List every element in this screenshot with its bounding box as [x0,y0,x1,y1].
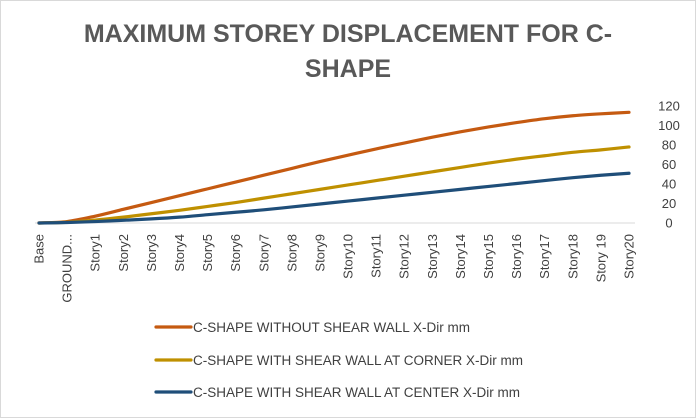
x-tick-label: GROUND... [60,234,75,303]
x-tick-label: Story6 [228,234,243,272]
x-tick-label: Story1 [88,234,103,272]
x-tick-label: Story13 [425,234,440,279]
legend: C-SHAPE WITHOUT SHEAR WALL X-Dir mm C-SHA… [154,320,523,400]
y-tick-label: 80 [662,138,676,153]
axes: 0 20 40 60 80 100 120 Base GROUND... Story1 Story2… [32,99,680,303]
x-tick-label: Story18 [565,234,580,279]
legend-label-1: C-SHAPE WITH SHEAR WALL AT CORNER X-Dir … [193,353,523,368]
x-tick-label: Base [32,234,47,264]
series-line-1 [37,145,631,225]
x-tick-label: Story10 [341,234,356,279]
y-tick-label: 60 [662,157,676,172]
y-tick-label: 100 [658,118,680,133]
x-tick-label: Story16 [509,234,524,279]
x-tick-label: Story2 [116,234,131,272]
series-lines [37,110,631,225]
x-tick-label: Story11 [369,234,384,278]
y-tick-label: 0 [665,216,672,231]
x-tick-label: Story 19 [593,234,608,282]
x-tick-label: Story3 [144,234,159,272]
chart-title-line-1: MAXIMUM STOREY DISPLACEMENT FOR C- [84,20,612,48]
x-tick-label: Story20 [622,234,637,279]
chart-title-line-2: SHAPE [305,55,391,83]
x-tick-label: Story12 [397,234,412,279]
series-line-0 [37,110,631,225]
y-tick-label: 40 [662,177,676,192]
y-tick-label: 20 [662,196,676,211]
x-tick-label: Story9 [312,234,327,272]
y-tick-label: 120 [658,99,680,114]
series-line-2 [37,171,631,225]
legend-label-0: C-SHAPE WITHOUT SHEAR WALL X-Dir mm [193,320,470,335]
x-tick-label: Story14 [453,234,468,279]
x-tick-label: Story17 [537,234,552,279]
x-tick-label: Story8 [284,234,299,272]
x-tick-label: Story5 [200,234,215,272]
x-tick-label: Story4 [172,234,187,272]
legend-label-2: C-SHAPE WITH SHEAR WALL AT CENTER X-Dir … [193,385,520,400]
x-tick-label: Story15 [481,234,496,279]
x-tick-label: Story7 [256,234,271,272]
